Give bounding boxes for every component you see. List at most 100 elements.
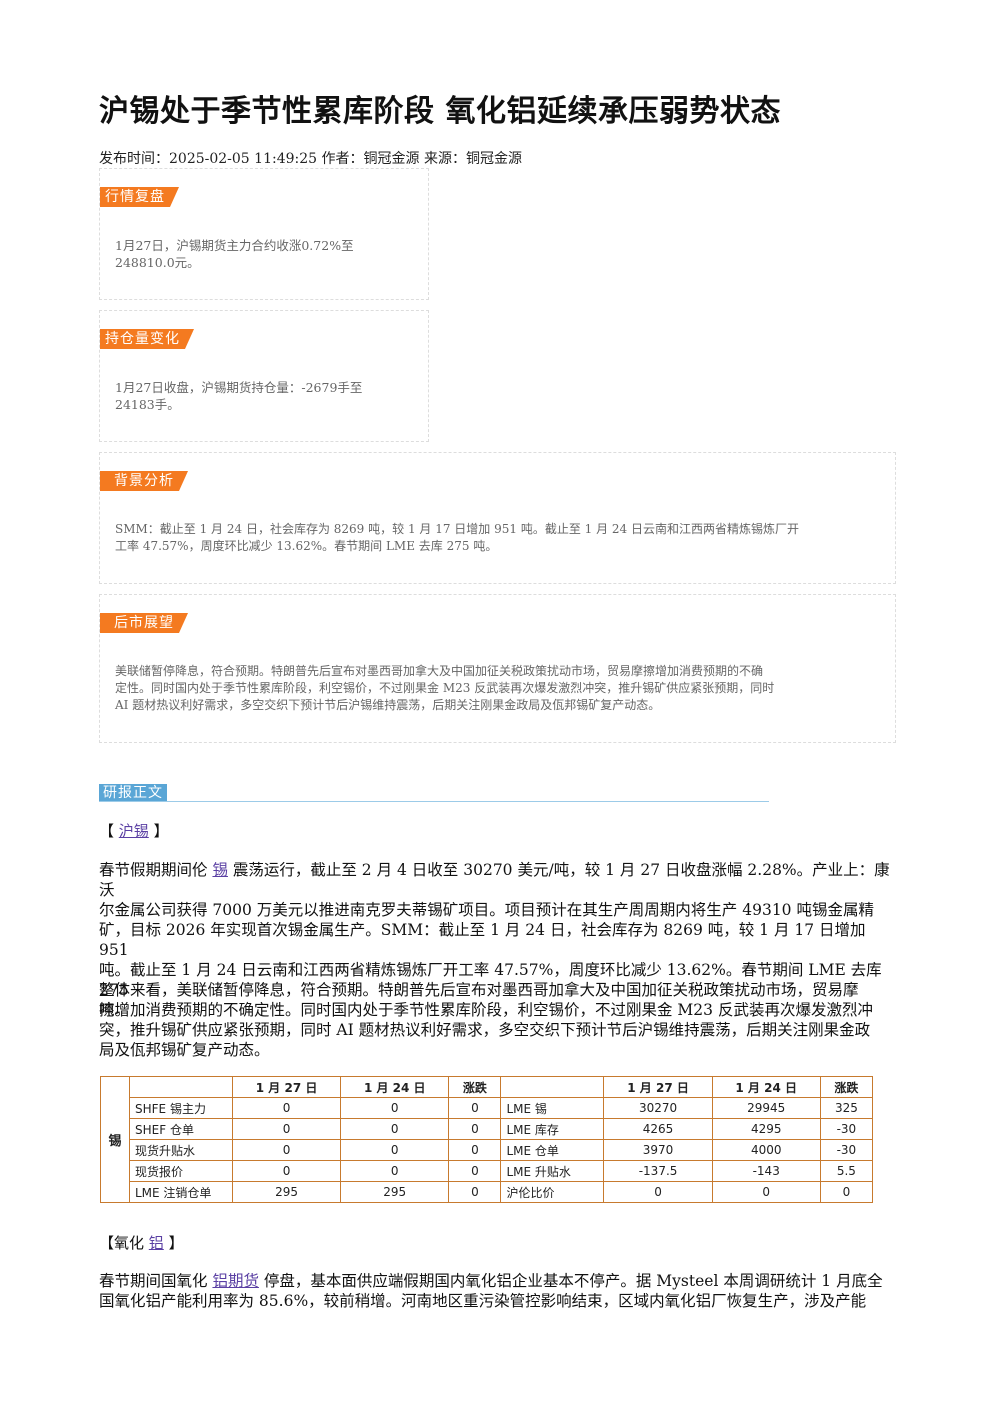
table-cell: SHEF 仓单	[129, 1118, 233, 1140]
table-cell: 现货报价	[129, 1160, 233, 1182]
table-cell: LME 锡	[500, 1097, 605, 1119]
table-row: 现货升贴水 0 0 0 LME 仓单 3970 4000 -30	[101, 1139, 874, 1161]
table-header: 1 月 24 日	[340, 1076, 450, 1098]
card-line: 248810.0元。	[115, 255, 200, 270]
para-line: 尔金属公司获得 7000 万美元以推进南克罗夫蒂锡矿项目。项目预计在其生产周周期…	[99, 901, 874, 919]
table-header-row: 锡 1 月 27 日 1 月 24 日 涨跌 1 月 27 日 1 月 24 日…	[100, 1076, 874, 1203]
table-header: 1 月 27 日	[603, 1076, 713, 1098]
table-cell: 现货升贴水	[129, 1139, 233, 1161]
bracket: 】	[148, 822, 169, 840]
table-header: 1 月 24 日	[711, 1076, 821, 1098]
card-text: 1月27日收盘，沪锡期货持仓量：-2679手至 24183手。	[115, 379, 362, 413]
table-header: 1 月 27 日	[231, 1076, 342, 1098]
table-cell: LME 注销仓单	[129, 1181, 233, 1203]
card-tag: 背景分析	[100, 471, 188, 491]
para-text: 春节期间国氧化	[99, 1272, 213, 1290]
card-outlook: 后市展望 美联储暂停降息，符合预期。特朗普先后宣布对墨西哥加拿大及中国加征关税政…	[99, 594, 896, 743]
card-line: 1月27日，沪锡期货主力合约收涨0.72%至	[115, 238, 354, 253]
card-line: 1月27日收盘，沪锡期货持仓量：-2679手至	[115, 380, 363, 395]
card-text: SMM：截止至 1 月 24 日，社会库存为 8269 吨，较 1 月 17 日…	[115, 521, 799, 555]
table-cell: 0	[340, 1118, 450, 1140]
para-line: 突，推升锡矿供应紧张预期，同时 AI 题材热议利好需求，多空交织下预计节后沪锡维…	[99, 1021, 871, 1039]
table-cell: 4295	[711, 1118, 821, 1140]
para-line: 吨。截止至 1 月 24 日云南和江西两省精炼锡炼厂开工率 47.57%，周度环…	[99, 961, 882, 999]
table-cell: 30270	[603, 1097, 713, 1119]
table-cell: 0	[231, 1097, 342, 1119]
report-divider	[99, 801, 769, 802]
report-label: 研报正文	[99, 784, 167, 802]
table-cell: 0	[711, 1181, 821, 1203]
table-cell: 0	[448, 1139, 502, 1161]
table-cell: LME 库存	[500, 1118, 605, 1140]
link-tin-inline[interactable]: 锡	[212, 861, 228, 879]
paragraph-tin-2: 整体来看，美联储暂停降息，符合预期。特朗普先后宣布对墨西哥加拿大及中国加征关税政…	[99, 980, 895, 1060]
table-cell: 0	[340, 1097, 450, 1119]
tin-data-table: 锡 1 月 27 日 1 月 24 日 涨跌 1 月 27 日 1 月 24 日…	[100, 1076, 874, 1203]
link-aluminum-futures[interactable]: 铝期货	[212, 1272, 259, 1290]
table-row: SHEF 仓单 0 0 0 LME 库存 4265 4295 -30	[101, 1118, 874, 1140]
card-background: 背景分析 SMM：截止至 1 月 24 日，社会库存为 8269 吨，较 1 月…	[99, 452, 896, 584]
table-cell: 5.5	[819, 1160, 874, 1182]
table-cell: 0	[448, 1118, 502, 1140]
para-line: 矿，目标 2026 年实现首次锡金属生产。SMM：截止至 1 月 24 日，社会…	[99, 921, 866, 959]
card-tag: 持仓量变化	[100, 329, 194, 349]
table-cell: 0	[231, 1118, 342, 1140]
para-line: 国氧化铝产能利用率为 85.6%，较前稍增。河南地区重污染管控影响结束，区域内氧…	[99, 1292, 867, 1310]
para-line: 擦增加消费预期的不确定性。同时国内处于季节性累库阶段，利空锡价，不过刚果金 M2…	[99, 1001, 873, 1019]
card-tag: 行情复盘	[100, 187, 179, 207]
table-cell: LME 仓单	[500, 1139, 605, 1161]
table-cell: -143	[711, 1160, 821, 1182]
link-aluminum[interactable]: 铝	[148, 1234, 164, 1252]
table-header	[500, 1076, 605, 1098]
table-cell: 沪伦比价	[500, 1181, 605, 1203]
section-heading-tin: 【 沪锡 】	[99, 820, 169, 841]
table-cell: 0	[448, 1181, 502, 1203]
table-row: SHFE 锡主力 0 0 0 LME 锡 30270 29945 325	[101, 1097, 874, 1119]
article-title: 沪锡处于季节性累库阶段 氧化铝延续承压弱势状态	[99, 94, 781, 129]
table-row: 现货报价 0 0 0 LME 升贴水 -137.5 -143 5.5	[101, 1160, 874, 1182]
table-row: LME 注销仓单 295 295 0 沪伦比价 0 0 0	[101, 1181, 874, 1203]
card-line: 工率 47.57%，周度环比减少 13.62%。春节期间 LME 去库 275 …	[115, 539, 498, 553]
table-cell: 0	[448, 1097, 502, 1119]
table-cell: 4265	[603, 1118, 713, 1140]
table-cell: 4000	[711, 1139, 821, 1161]
card-open-interest: 持仓量变化 1月27日收盘，沪锡期货持仓量：-2679手至 24183手。	[99, 310, 429, 442]
card-line: 24183手。	[115, 397, 180, 412]
card-line: SMM：截止至 1 月 24 日，社会库存为 8269 吨，较 1 月 17 日…	[115, 522, 799, 536]
table-cell: 295	[231, 1181, 342, 1203]
card-text: 美联储暂停降息，符合预期。特朗普先后宣布对墨西哥加拿大及中国加征关税政策扰动市场…	[115, 663, 774, 714]
table-cell: 0	[448, 1160, 502, 1182]
table-header: 涨跌	[448, 1076, 502, 1098]
para-line: 春节期间国氧化 铝期货 停盘，基本面供应端假期国内氧化铝企业基本不停产。据 My…	[99, 1271, 895, 1291]
article-meta: 发布时间：2025-02-05 11:49:25 作者：铜冠金源 来源：铜冠金源	[99, 151, 522, 167]
table-cell: 29945	[711, 1097, 821, 1119]
table-cell: 0	[340, 1160, 450, 1182]
para-line: 吨。	[99, 1001, 131, 1019]
table-cell: 3970	[603, 1139, 713, 1161]
bracket: 】	[163, 1234, 184, 1252]
bracket: 【	[99, 822, 119, 840]
card-market-review: 行情复盘 1月27日，沪锡期货主力合约收涨0.72%至 248810.0元。	[99, 168, 429, 300]
table-header	[129, 1076, 233, 1098]
table-cell: 295	[340, 1181, 450, 1203]
table-cell: 0	[231, 1160, 342, 1182]
card-line: 美联储暂停降息，符合预期。特朗普先后宣布对墨西哥加拿大及中国加征关税政策扰动市场…	[115, 664, 764, 678]
paragraph-tin-1: 春节假期期间伦 锡 震荡运行，截止至 2 月 4 日收至 30270 美元/吨，…	[99, 860, 895, 1020]
card-line: AI 题材热议利好需求，多空交织下预计节后沪锡维持震荡，后期关注刚果金政局及佤邦…	[115, 698, 661, 712]
table-cell: SHFE 锡主力	[129, 1097, 233, 1119]
table-header: 涨跌	[819, 1076, 874, 1098]
card-tag: 后市展望	[100, 613, 188, 633]
table-cell: 0	[340, 1139, 450, 1161]
table-cell: 0	[231, 1139, 342, 1161]
para-line: 整体来看，美联储暂停降息，符合预期。特朗普先后宣布对墨西哥加拿大及中国加征关税政…	[99, 981, 859, 999]
para-line: 春节假期期间伦 锡 震荡运行，截止至 2 月 4 日收至 30270 美元/吨，…	[99, 860, 895, 900]
table-cell: LME 升贴水	[500, 1160, 605, 1182]
table-cell: -30	[819, 1118, 874, 1140]
table-cell: -30	[819, 1139, 874, 1161]
table-cell: 325	[819, 1097, 874, 1119]
link-tin[interactable]: 沪锡	[118, 822, 149, 840]
para-line: 局及佤邦锡矿复产动态。	[99, 1041, 270, 1059]
table-cell: 0	[603, 1181, 713, 1203]
card-text: 1月27日，沪锡期货主力合约收涨0.72%至 248810.0元。	[115, 237, 354, 271]
para-text: 春节假期期间伦	[99, 861, 213, 879]
